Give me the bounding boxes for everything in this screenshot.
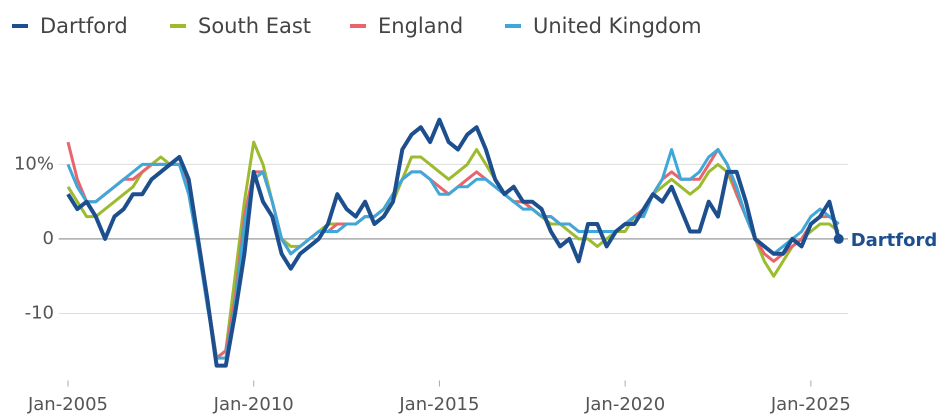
x-tick-label: Jan-2020 (584, 394, 665, 415)
series-line (66, 117, 841, 368)
y-tick-label: -10 (25, 302, 54, 323)
x-tick-label: Jan-2005 (27, 394, 108, 415)
legend-label: South East (198, 14, 311, 38)
y-tick-label: 0 (43, 228, 54, 249)
legend-label: England (378, 14, 463, 38)
legend-label: Dartford (40, 14, 128, 38)
x-tick-label: Jan-2015 (398, 394, 479, 415)
x-tick-label: Jan-2025 (770, 394, 851, 415)
x-tick-label: Jan-2010 (213, 394, 294, 415)
end-label: Dartford (851, 230, 938, 251)
end-dot (833, 233, 844, 244)
series-line (66, 148, 840, 360)
legend-label: United Kingdom (533, 14, 702, 38)
y-tick-label: 10% (14, 153, 54, 174)
